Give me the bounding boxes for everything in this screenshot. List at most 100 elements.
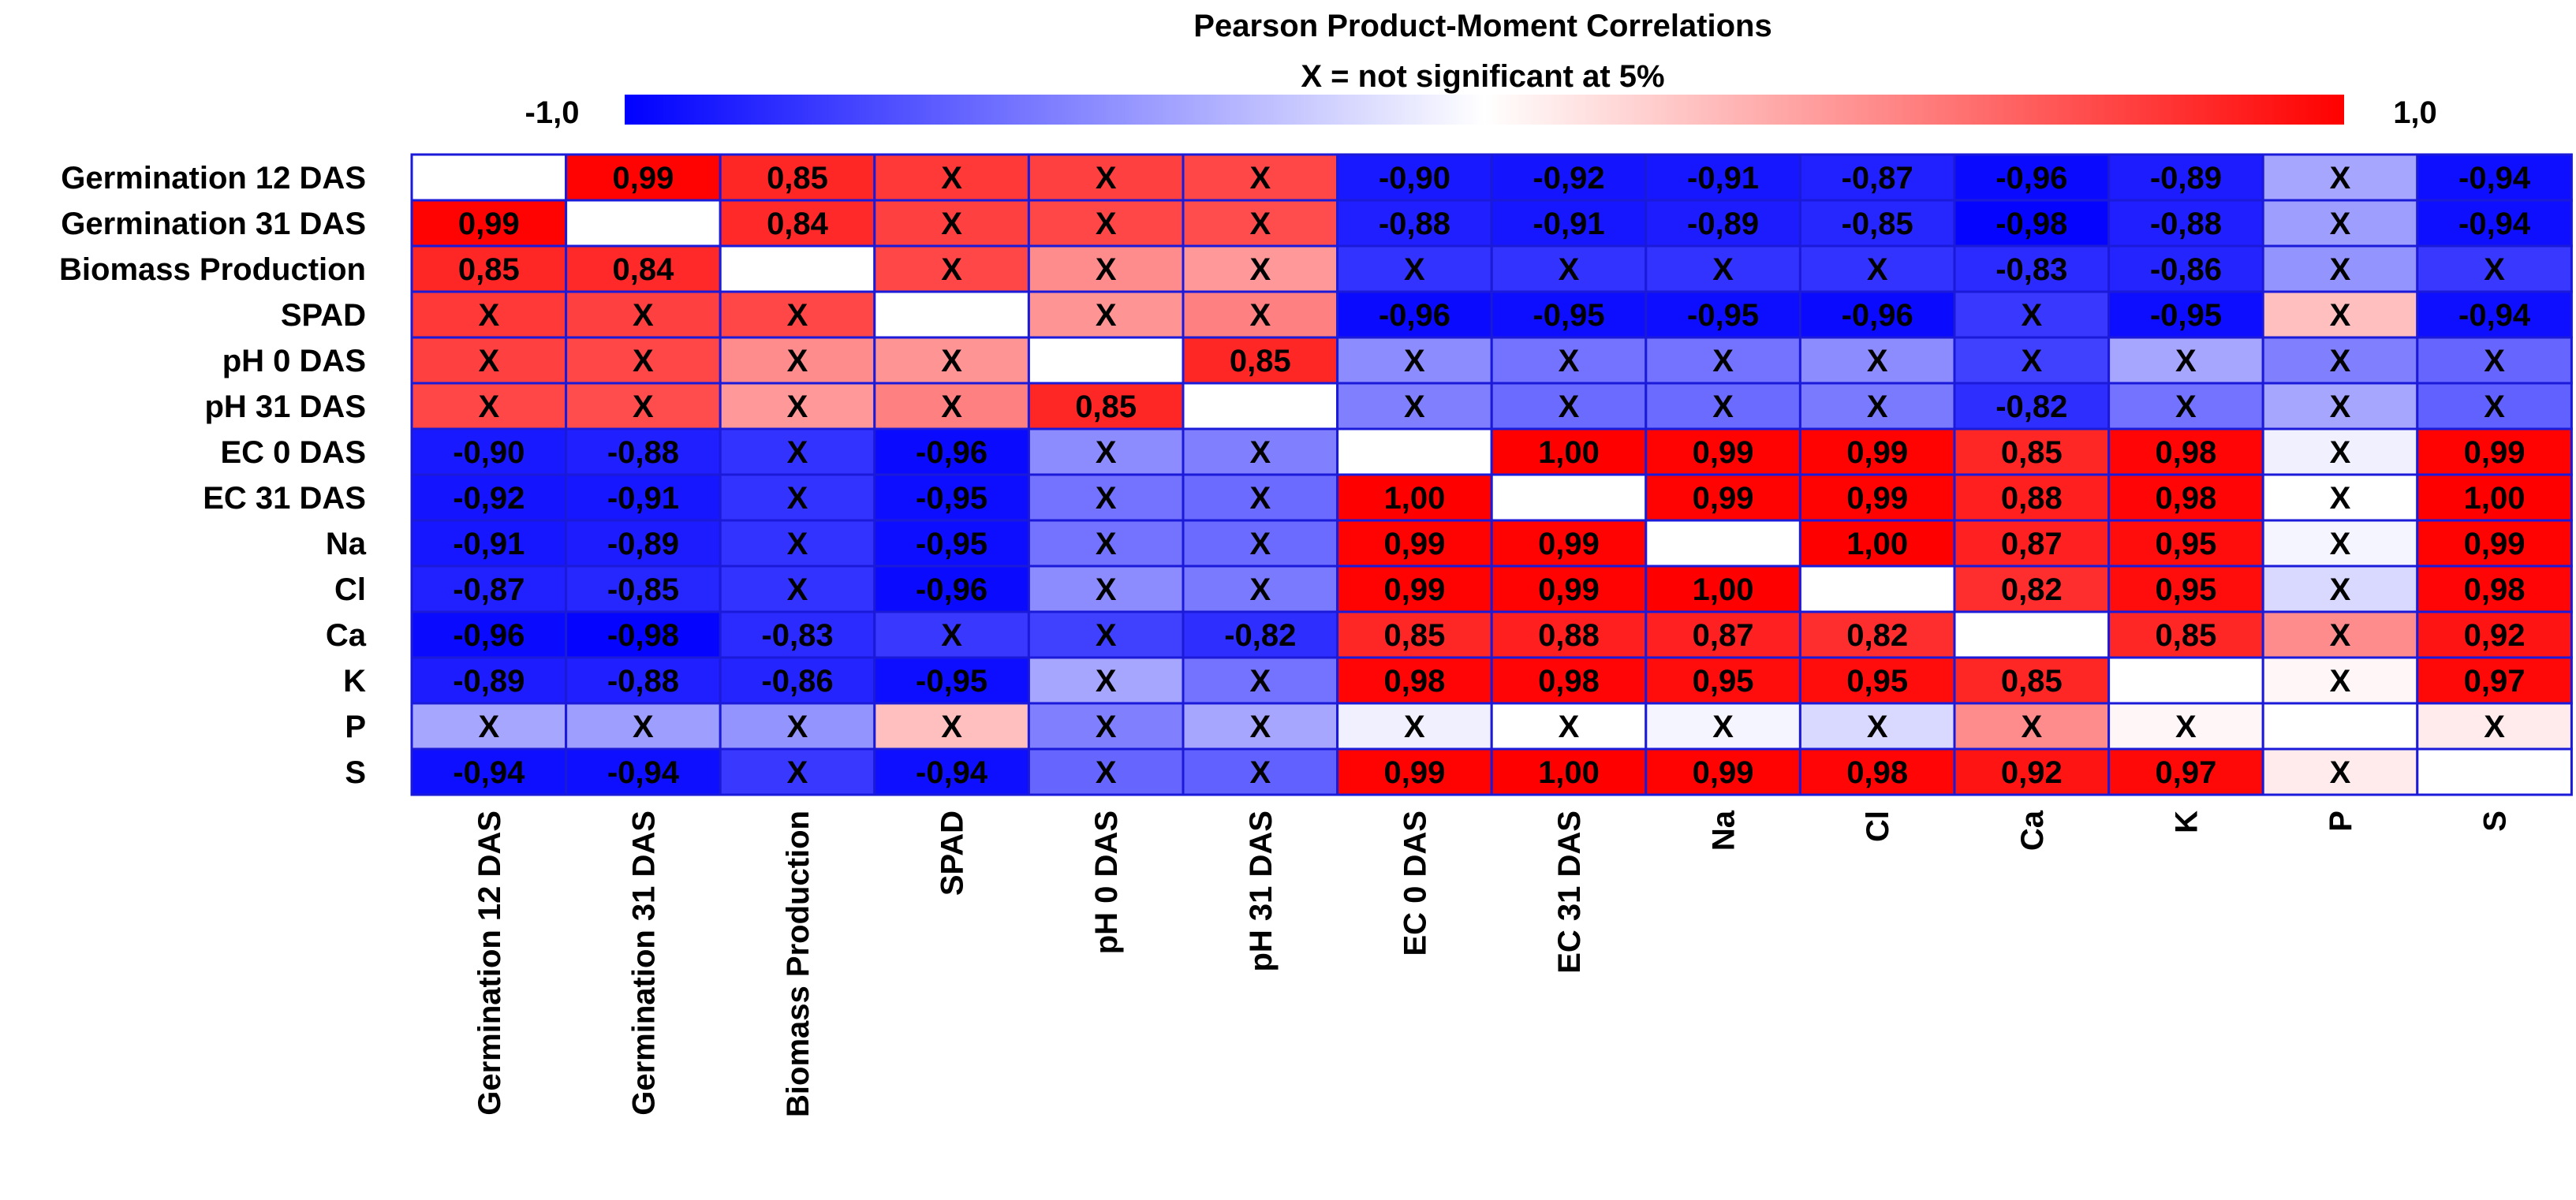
heatmap-cell-r3-c3 [873,290,1030,339]
heatmap-cell-r13-c7 [1490,747,1648,796]
chart-title: Pearson Product-Moment Correlations [1193,9,1771,43]
cell-label-r12-c6: X [1404,710,1425,744]
heatmap-cell-r9-c9 [1798,565,1956,613]
cell-label-r11-c1: -0,88 [607,664,679,699]
cell-label-r1-c10: -0,98 [1995,207,2067,241]
cell-label-r9-c6: 0,99 [1383,572,1445,607]
heatmap-cell-r9-c8 [1645,565,1801,613]
cell-label-r0-c1: 0,99 [612,161,674,196]
row-label-p: P [345,710,366,744]
cell-label-r7-c0: -0,92 [453,481,525,516]
cell-label-r3-c9: -0,96 [1842,298,1913,333]
heatmap-cell-r6-c3 [873,427,1030,476]
row-label-cl: Cl [334,572,366,607]
row-label-ec-0-das: EC 0 DAS [221,435,367,470]
cell-label-r10-c0: -0,96 [453,618,525,653]
cell-label-r12-c4: X [1096,710,1117,744]
heatmap-cell-r10-c8 [1645,610,1801,659]
cell-label-r13-c2: X [787,755,808,790]
heatmap-cell-r7-c7 [1490,473,1648,522]
cell-label-r9-c8: 1,00 [1693,572,1754,607]
heatmap-cell-r6-c0 [410,427,568,476]
heatmap-cell-r9-c4 [1027,565,1185,613]
heatmap-cell-r8-c0 [410,519,568,568]
cell-label-r2-c11: -0,86 [2150,252,2222,287]
heatmap-cell-r1-c7 [1490,199,1648,248]
heatmap-cell-r1-c1 [565,199,722,248]
cell-label-r1-c6: -0,88 [1379,207,1450,241]
cell-label-r6-c12: X [2330,435,2351,470]
heatmap-cell-r11-c4 [1027,656,1185,705]
cell-label-r7-c10: 0,88 [2001,481,2063,516]
heatmap-cell-r8-c12 [2261,519,2419,568]
heatmap-cell-r6-c6 [1336,427,1493,476]
cell-label-r2-c0: 0,85 [458,252,520,287]
row-label-ec-31-das: EC 31 DAS [203,481,366,516]
cell-label-r6-c11: 0,98 [2155,435,2216,470]
cell-label-r5-c8: X [1712,389,1734,424]
heatmap-cell-r7-c11 [2107,473,2264,522]
column-label-germination-31-das: Germination 31 DAS [626,811,661,1116]
heatmap-cell-r3-c2 [719,290,876,339]
column-label-germination-12-das: Germination 12 DAS [472,811,507,1116]
heatmap-cell-r2-c3 [873,244,1030,293]
cell-label-r10-c4: X [1096,618,1117,653]
heatmap-cell-r5-c11 [2107,382,2264,430]
heatmap-cell-r2-c13 [2416,244,2573,293]
cell-label-r6-c0: -0,90 [453,435,525,470]
heatmap-cell-r12-c0 [410,702,568,751]
heatmap-cell-r13-c9 [1798,747,1956,796]
cell-label-r1-c13: -0,94 [2458,207,2531,241]
column-labels: Germination 12 DAS Germination 31 DAS Biom… [472,810,2513,1117]
heatmap-cell-r8-c5 [1182,519,1339,568]
cell-label-r1-c12: X [2330,207,2351,241]
heatmap-cell-r4-c2 [719,336,876,385]
heatmap-cell-r13-c3 [873,747,1030,796]
row-label-k: K [343,664,366,699]
heatmap-cell-r11-c12 [2261,656,2419,705]
heatmap-cell-r8-c3 [873,519,1030,568]
heatmap-cell-r4-c4 [1027,336,1185,385]
heatmap-cell-r5-c10 [1953,382,2111,430]
heatmap-cell-r7-c3 [873,473,1030,522]
heatmap-cell-r8-c11 [2107,519,2264,568]
cell-label-r3-c0: X [478,298,499,333]
cell-label-r4-c8: X [1712,344,1734,378]
cell-label-r10-c3: X [941,618,962,653]
heatmap-cell-r11-c5 [1182,656,1339,705]
cell-label-r11-c2: -0,86 [761,664,833,699]
heatmap-cell-r12-c9 [1798,702,1956,751]
colorbar-min-label: -1,0 [525,95,580,130]
heatmap-cell-r8-c7 [1490,519,1648,568]
cell-label-r6-c8: 0,99 [1693,435,1754,470]
cell-label-r1-c3: X [941,207,962,241]
heatmap-cell-r11-c6 [1336,656,1493,705]
cell-label-r1-c11: -0,88 [2150,207,2222,241]
heatmap-cell-r9-c12 [2261,565,2419,613]
heatmap-cell-r4-c7 [1490,336,1648,385]
cell-label-r13-c7: 1,00 [1538,755,1600,790]
cell-label-r12-c10: X [2021,710,2042,744]
cell-label-r8-c9: 1,00 [1846,527,1908,561]
cell-label-r0-c8: -0,91 [1687,161,1759,196]
cell-label-r12-c8: X [1712,710,1734,744]
heatmap-cell-r10-c3 [873,610,1030,659]
cell-label-r7-c4: X [1096,481,1117,516]
heatmap-cell-r0-c1 [565,153,722,202]
cell-label-r5-c13: X [2484,389,2505,424]
row-labels: Germination 12 DAS Germination 31 DAS Biom… [59,161,367,790]
cell-label-r2-c12: X [2330,252,2351,287]
cell-label-r5-c12: X [2330,389,2351,424]
cell-label-r0-c10: -0,96 [1995,161,2067,196]
cell-label-r5-c9: X [1867,389,1888,424]
column-label-ec-31-das: EC 31 DAS [1552,811,1587,974]
heatmap-cell-r5-c3 [873,382,1030,430]
cell-label-r10-c5: -0,82 [1224,618,1296,653]
heatmap-cell-r12-c5 [1182,702,1339,751]
column-label-biomass-production: Biomass Production [781,811,816,1117]
row-label-s: S [345,755,366,790]
cell-label-r3-c4: X [1096,298,1117,333]
heatmap-cell-r13-c8 [1645,747,1801,796]
cell-label-r4-c1: X [633,344,654,378]
cell-label-r4-c10: X [2021,344,2042,378]
